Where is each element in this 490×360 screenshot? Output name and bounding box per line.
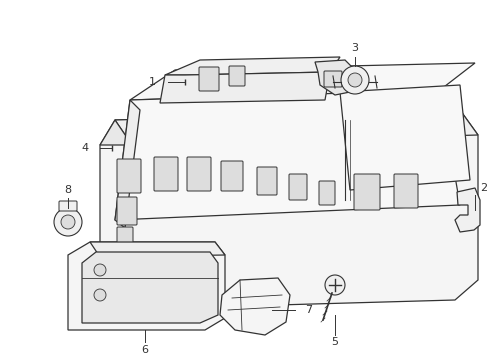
FancyBboxPatch shape <box>221 161 243 191</box>
FancyBboxPatch shape <box>229 66 245 86</box>
Circle shape <box>94 289 106 301</box>
FancyBboxPatch shape <box>187 157 211 191</box>
Polygon shape <box>130 63 475 100</box>
FancyBboxPatch shape <box>394 174 418 208</box>
Text: 2: 2 <box>480 183 487 193</box>
FancyBboxPatch shape <box>354 174 380 210</box>
Circle shape <box>94 264 106 276</box>
Polygon shape <box>455 188 480 232</box>
Polygon shape <box>160 72 330 103</box>
FancyBboxPatch shape <box>324 71 342 87</box>
Polygon shape <box>82 252 218 323</box>
FancyBboxPatch shape <box>199 67 219 91</box>
Polygon shape <box>115 90 460 220</box>
Circle shape <box>54 208 82 236</box>
FancyBboxPatch shape <box>154 157 178 191</box>
Polygon shape <box>115 110 478 145</box>
Text: 1: 1 <box>148 77 155 87</box>
FancyBboxPatch shape <box>117 197 137 225</box>
Polygon shape <box>315 60 355 95</box>
FancyBboxPatch shape <box>257 167 277 195</box>
FancyBboxPatch shape <box>289 174 307 200</box>
Circle shape <box>341 66 369 94</box>
FancyBboxPatch shape <box>117 159 141 193</box>
FancyBboxPatch shape <box>59 201 77 211</box>
Circle shape <box>61 215 75 229</box>
Polygon shape <box>68 242 225 330</box>
Text: 4: 4 <box>81 143 89 153</box>
Polygon shape <box>115 100 140 228</box>
Text: 8: 8 <box>65 185 72 195</box>
Text: 6: 6 <box>142 345 148 355</box>
Circle shape <box>348 73 362 87</box>
Polygon shape <box>340 85 470 190</box>
Polygon shape <box>100 120 132 145</box>
Circle shape <box>325 275 345 295</box>
Text: 7: 7 <box>305 305 312 315</box>
Text: 3: 3 <box>351 43 359 53</box>
Polygon shape <box>90 242 225 257</box>
Text: 5: 5 <box>332 337 339 347</box>
FancyBboxPatch shape <box>319 181 335 205</box>
Polygon shape <box>100 110 478 310</box>
Polygon shape <box>165 57 340 75</box>
FancyBboxPatch shape <box>117 227 133 251</box>
Polygon shape <box>220 278 290 335</box>
